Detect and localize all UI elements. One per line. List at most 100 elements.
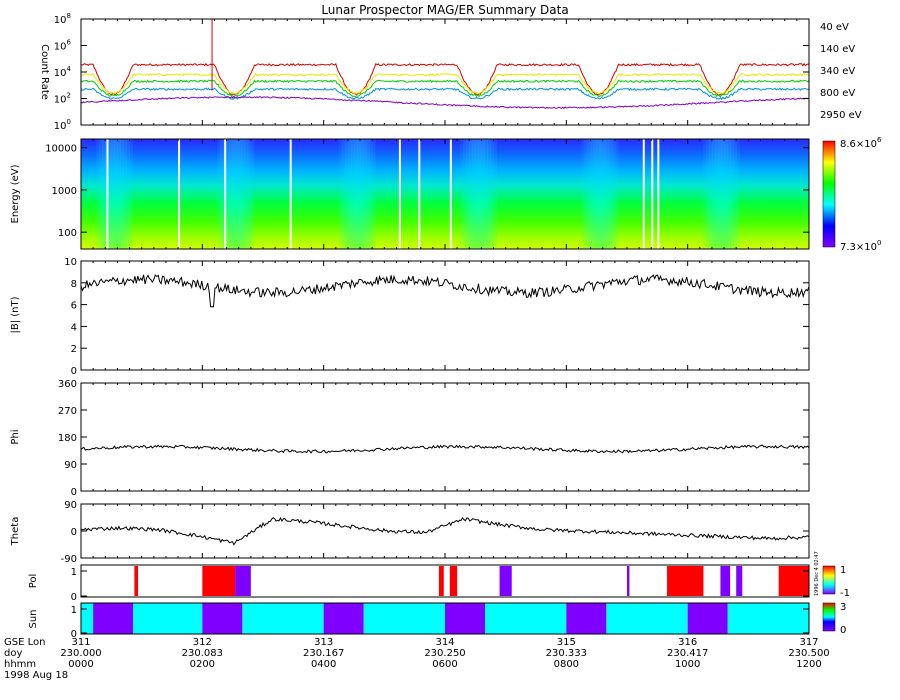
- pol-colorbar-tick-bottom: -1: [840, 588, 850, 599]
- spectrogram-column: [490, 139, 495, 249]
- spectrogram-column: [714, 139, 719, 249]
- spectrogram-gap: [106, 139, 109, 249]
- x-tick-hhmm: 0000: [68, 659, 93, 670]
- pol-segment-7: [667, 566, 704, 596]
- spectrogram-column: [117, 139, 121, 249]
- pol-colorbar-side-text: 1996 Dec 4 02:47: [814, 551, 820, 596]
- spectrogram-column: [605, 139, 610, 249]
- spectrogram-gap: [651, 139, 654, 249]
- phi-ytick-label: 180: [58, 433, 77, 444]
- spectrogram-column: [354, 139, 358, 249]
- count-rate-ytick-label: 100: [54, 118, 71, 132]
- energy-spectrogram-panel: [81, 139, 809, 249]
- spectrogram-column: [733, 139, 737, 249]
- spectrogram-column: [736, 139, 740, 249]
- theta-ytick-label: -90: [61, 554, 77, 565]
- sun-segment-12: [727, 603, 809, 634]
- pol-segment-4: [449, 566, 458, 596]
- spectrogram-column: [108, 139, 112, 249]
- pol-ytick-label: 1: [71, 567, 77, 578]
- spectrogram-column: [584, 139, 589, 249]
- energy-colorbar-max: 8.6×106: [840, 136, 882, 150]
- spectrogram-column: [114, 139, 118, 249]
- pol-colorbar-tick-top: 1: [840, 565, 846, 576]
- spectrogram-column: [247, 139, 252, 249]
- x-tick-lon: 314: [435, 637, 454, 648]
- spectrogram-column: [111, 139, 115, 249]
- spectrogram-column: [481, 139, 485, 249]
- sun-segment-9: [566, 603, 607, 634]
- spectrogram-column: [229, 139, 234, 249]
- x-tick-doy: 230.500: [788, 648, 829, 659]
- count-rate-series-4: [81, 95, 809, 110]
- theta-ylabel: Theta: [10, 517, 21, 547]
- spectrogram-column: [338, 139, 343, 249]
- sun-segment-11: [687, 603, 728, 634]
- spectrogram-column: [232, 139, 237, 249]
- pol-segment-3: [438, 566, 444, 596]
- x-tick-hhmm: 1000: [675, 659, 700, 670]
- sun-segment-2: [133, 603, 203, 634]
- x-row-label-hhmm: hhmm: [4, 659, 36, 670]
- spectrogram-column: [102, 139, 106, 249]
- spectrogram-column: [596, 139, 601, 249]
- spectrogram-column: [724, 139, 728, 249]
- pol-segment-5: [499, 566, 512, 596]
- spectrogram-column: [463, 139, 467, 249]
- spectrogram-column: [593, 139, 598, 249]
- spectrogram-column: [244, 139, 249, 249]
- sun-ytick-label: 0: [71, 629, 77, 640]
- phi-ytick-label: 360: [58, 379, 77, 390]
- phi-ylabel: Phi: [10, 429, 21, 444]
- bmag-panel: [81, 274, 809, 308]
- spectrogram-gap: [642, 139, 645, 249]
- spectrogram-column: [727, 139, 731, 249]
- spectrogram-column: [602, 139, 607, 249]
- count-rate-series-0: [81, 62, 809, 96]
- phi-ytick-label: 0: [71, 487, 77, 498]
- count-rate-ytick-label: 108: [54, 12, 71, 26]
- spectrogram-gap: [398, 139, 401, 249]
- legend-entry-0: 40 eV: [820, 22, 849, 33]
- count-rate-series-3: [81, 87, 809, 101]
- spectrogram-column: [341, 139, 346, 249]
- spectrogram-gap: [289, 139, 292, 249]
- spectrogram-column: [250, 139, 255, 249]
- spectrogram-column: [123, 139, 127, 249]
- pol-segment-2: [235, 566, 251, 596]
- spectrogram-column: [96, 139, 100, 249]
- count-rate-ytick-label: 104: [54, 65, 72, 79]
- spectrogram-column: [484, 139, 488, 249]
- pol-ylabel: Pol: [28, 574, 39, 589]
- energy-ytick-label: 100: [58, 228, 77, 239]
- legend-entry-4: 2950 eV: [820, 110, 862, 121]
- pol-colorbar: [822, 565, 836, 595]
- energy-ytick-label: 10000: [45, 144, 77, 155]
- x-tick-lon: 315: [557, 637, 576, 648]
- spectrogram-column: [487, 139, 491, 249]
- bmag-ytick-label: 6: [71, 301, 77, 312]
- legend-entry-3: 800 eV: [820, 88, 855, 99]
- energy-colorbar: [822, 140, 836, 248]
- spectrogram-column: [120, 139, 124, 249]
- x-row-label-doy: doy: [4, 648, 22, 659]
- sun-segment-10: [606, 603, 688, 634]
- spectrogram-column: [581, 139, 586, 249]
- x-tick-lon: 317: [799, 637, 818, 648]
- phi-panel: [81, 444, 809, 454]
- bmag-ytick-label: 0: [71, 366, 77, 377]
- theta-ytick-label: 0: [71, 527, 77, 538]
- spectrogram-column: [347, 139, 352, 249]
- spectrogram-column: [357, 139, 361, 249]
- theta-line: [81, 516, 809, 546]
- spectrogram-gap: [224, 139, 227, 249]
- spectrogram-column: [493, 139, 498, 249]
- spectrogram-column: [614, 139, 619, 249]
- x-tick-hhmm: 0600: [432, 659, 457, 670]
- x-tick-doy: 230.333: [546, 648, 587, 659]
- x-tick-hhmm: 0800: [554, 659, 579, 670]
- pol-segment-1: [202, 566, 236, 596]
- energy-ylabel: Energy (eV): [10, 164, 21, 223]
